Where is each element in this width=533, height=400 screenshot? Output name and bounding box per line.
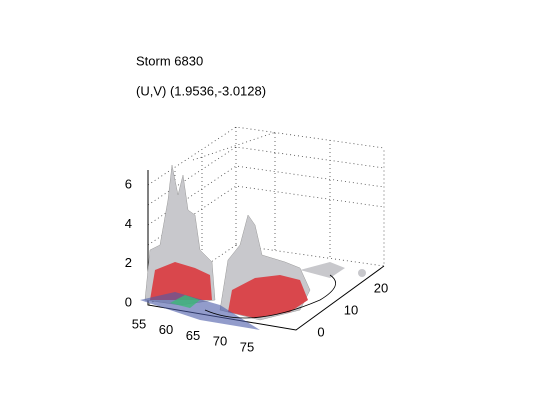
- isosurfaces: [140, 164, 366, 330]
- z-tick-label: 0: [125, 294, 132, 309]
- z-tick-label: 4: [125, 216, 132, 231]
- x-tick-label: 65: [186, 328, 200, 343]
- x-tick-label: 55: [132, 316, 146, 331]
- z-tick-label: 2: [125, 255, 132, 270]
- x-tick-label: 60: [159, 322, 173, 337]
- y-tick-label: 10: [344, 302, 358, 317]
- z-tick-label: 6: [125, 176, 132, 191]
- x-tick-label: 70: [213, 334, 227, 349]
- subtitle: (U,V) (1.9536,-3.0128): [136, 83, 266, 98]
- x-tick-label: 75: [240, 339, 254, 354]
- tick-labels: 0 2 4 6 55 60 65 70 75 0 10 20: [125, 176, 388, 354]
- y-tick-label: 20: [374, 280, 388, 295]
- y-tick-label: 0: [317, 324, 324, 339]
- title: Storm 6830: [136, 53, 203, 68]
